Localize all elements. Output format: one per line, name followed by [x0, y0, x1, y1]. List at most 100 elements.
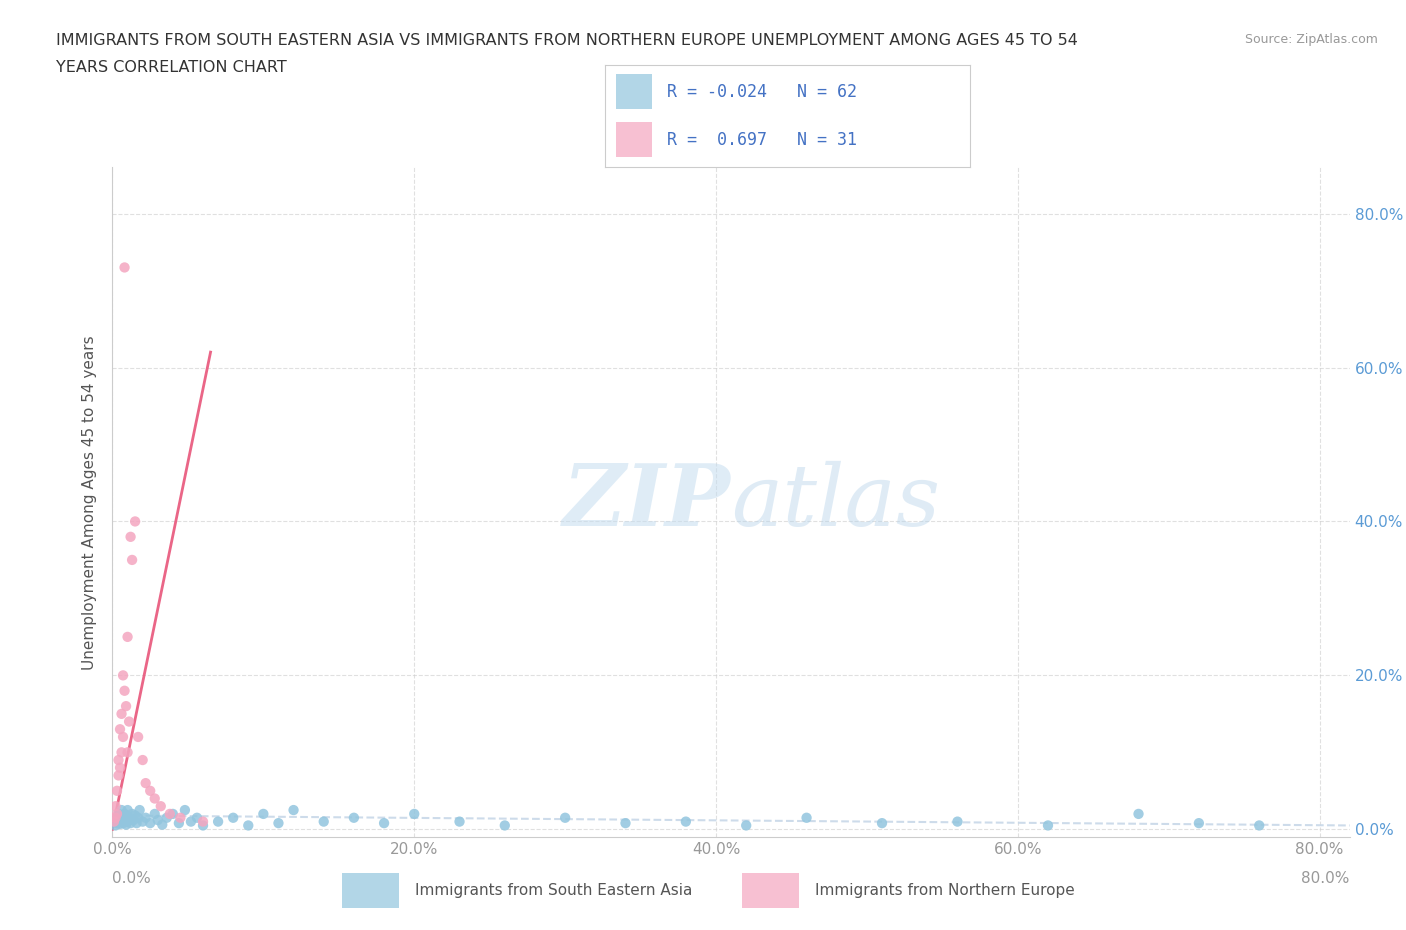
Point [108, 808, 131, 823]
Text: Source: ZipAtlas.com: Source: ZipAtlas.com [1244, 33, 1378, 46]
Point [207, 814, 229, 829]
Point [117, 630, 139, 644]
Point [150, 817, 173, 832]
Point [1188, 816, 1211, 830]
Point [494, 818, 516, 833]
Point [139, 816, 162, 830]
Point [404, 806, 426, 821]
Point [104, 810, 127, 825]
Point [675, 814, 697, 829]
Point [120, 816, 142, 830]
Point [162, 806, 184, 821]
Y-axis label: Unemployment Among Ages 45 to 54 years: Unemployment Among Ages 45 to 54 years [82, 335, 97, 670]
Point [1128, 806, 1150, 821]
Text: Immigrants from South Eastern Asia: Immigrants from South Eastern Asia [415, 883, 693, 898]
Point [107, 806, 129, 821]
Point [252, 806, 274, 821]
Point [127, 810, 149, 825]
Point [167, 816, 190, 830]
Text: R =  0.697   N = 31: R = 0.697 N = 31 [666, 131, 856, 149]
Point [373, 816, 395, 830]
Point [191, 814, 214, 829]
Text: ZIP: ZIP [564, 460, 731, 544]
Point [105, 816, 128, 830]
Point [156, 810, 179, 825]
Point [118, 714, 141, 729]
Point [105, 783, 128, 798]
Point [108, 817, 131, 831]
Point [180, 814, 202, 829]
Point [121, 552, 143, 567]
Point [159, 806, 181, 821]
Point [108, 722, 131, 737]
Point [115, 817, 138, 832]
Point [112, 729, 135, 744]
Point [191, 818, 214, 833]
Point [125, 816, 148, 830]
Point [222, 810, 245, 825]
Point [174, 803, 197, 817]
Point [110, 814, 132, 829]
Point [1249, 818, 1271, 833]
Point [614, 816, 637, 830]
Point [105, 806, 128, 821]
Point [105, 810, 128, 825]
Point [115, 698, 138, 713]
Bar [342, 872, 399, 909]
Point [124, 808, 146, 823]
Point [112, 810, 135, 825]
Bar [616, 123, 652, 157]
Point [131, 752, 153, 767]
Point [115, 808, 138, 823]
Point [135, 776, 157, 790]
Point [343, 810, 366, 825]
Point [796, 810, 818, 825]
Text: atlas: atlas [731, 461, 941, 543]
Point [103, 814, 125, 829]
Point [870, 816, 893, 830]
Bar [616, 74, 652, 109]
Point [117, 814, 139, 829]
Point [149, 799, 172, 814]
Point [186, 810, 208, 825]
Point [117, 803, 139, 817]
Text: 80.0%: 80.0% [1302, 871, 1350, 886]
Point [107, 752, 129, 767]
Bar [741, 872, 799, 909]
Point [112, 816, 135, 830]
Point [103, 814, 125, 829]
Point [135, 810, 157, 825]
Text: IMMIGRANTS FROM SOUTH EASTERN ASIA VS IMMIGRANTS FROM NORTHERN EUROPE UNEMPLOYME: IMMIGRANTS FROM SOUTH EASTERN ASIA VS IM… [56, 33, 1078, 47]
Point [1036, 818, 1059, 833]
Point [114, 260, 136, 275]
Point [114, 684, 136, 698]
Point [121, 806, 143, 821]
Text: 0.0%: 0.0% [112, 871, 152, 886]
Point [122, 813, 145, 828]
Point [120, 529, 142, 544]
Point [143, 791, 166, 806]
Point [267, 816, 290, 830]
Point [104, 799, 127, 814]
Text: YEARS CORRELATION CHART: YEARS CORRELATION CHART [56, 60, 287, 75]
Point [128, 803, 150, 817]
Point [110, 803, 132, 817]
Point [143, 806, 166, 821]
Point [146, 813, 169, 828]
Point [124, 514, 146, 529]
Point [946, 814, 969, 829]
Text: R = -0.024   N = 62: R = -0.024 N = 62 [666, 83, 856, 100]
Point [127, 729, 149, 744]
Text: Immigrants from Northern Europe: Immigrants from Northern Europe [815, 883, 1074, 898]
Point [104, 818, 127, 833]
Point [110, 745, 132, 760]
Point [449, 814, 471, 829]
Point [238, 818, 260, 833]
Point [312, 814, 335, 829]
Point [114, 813, 136, 828]
Point [283, 803, 305, 817]
Point [139, 783, 162, 798]
Point [118, 810, 141, 825]
Point [108, 761, 131, 776]
Point [107, 813, 129, 828]
